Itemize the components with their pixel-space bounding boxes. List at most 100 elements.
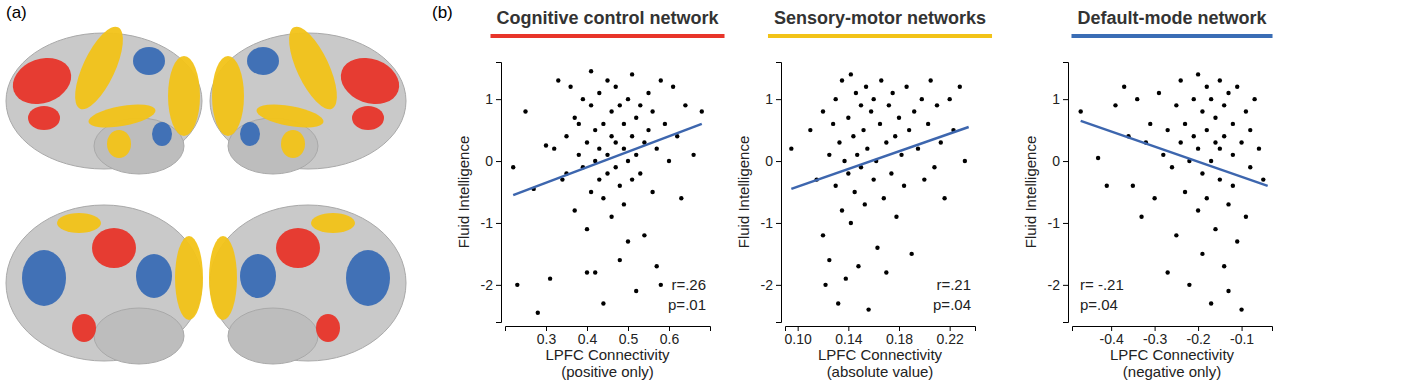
scatter-point <box>577 122 581 126</box>
scatter-point <box>646 128 650 132</box>
scatter-point <box>865 146 869 150</box>
annotation: p=.04 <box>1080 296 1118 313</box>
scatter-point <box>837 140 841 144</box>
scatter-point <box>593 270 597 274</box>
network-region <box>346 250 390 306</box>
scatter-point <box>585 270 589 274</box>
scatter-point <box>897 116 901 120</box>
network-region <box>247 47 279 75</box>
scatter-point <box>855 153 859 157</box>
scatter-point <box>1113 103 1117 107</box>
scatter-point <box>939 140 943 144</box>
scatter-point <box>1209 301 1213 305</box>
scatter-point <box>849 221 853 225</box>
scatter-point <box>871 177 875 181</box>
scatter-point <box>683 103 687 107</box>
scatter-point <box>622 122 626 126</box>
scatter-point <box>1209 159 1213 163</box>
network-region <box>281 130 305 158</box>
scatter-point <box>1235 239 1239 243</box>
scatter-point <box>548 276 552 280</box>
network-region <box>316 314 340 342</box>
x-axis-title: LPFC Connectivity <box>545 346 670 363</box>
y-axis-line <box>1063 63 1069 323</box>
y-tick-label: 0 <box>485 153 493 169</box>
scatter-point <box>601 196 605 200</box>
network-region <box>352 106 384 130</box>
scatter-point <box>907 128 911 132</box>
plot-area <box>1078 72 1267 312</box>
scatter-point <box>920 97 924 101</box>
network-region <box>240 254 276 298</box>
network-region <box>212 56 244 136</box>
y-tick-mark <box>776 161 781 162</box>
scatter-point <box>655 264 659 268</box>
x-axis-title: (positive only) <box>561 363 654 380</box>
scatter-point <box>840 208 844 212</box>
y-tick: -2 <box>481 277 501 293</box>
brain-surface <box>228 308 318 364</box>
brain-medial-view <box>209 205 406 364</box>
y-tick-label: -1 <box>761 215 774 231</box>
x-tick-label: 0.14 <box>835 331 862 347</box>
y-tick-mark <box>496 99 501 100</box>
y-tick-mark <box>1063 99 1068 100</box>
scatter-point <box>511 165 515 169</box>
scatter-point <box>963 159 967 163</box>
scatter-point <box>1235 85 1239 89</box>
scatter-point <box>646 91 650 95</box>
y-tick-label: -1 <box>481 215 494 231</box>
scatter-point <box>597 91 601 95</box>
scatter-point <box>1157 91 1161 95</box>
network-region <box>255 100 325 132</box>
title-underline <box>1071 34 1272 38</box>
brain-lateral-view <box>6 20 202 174</box>
scatter-point <box>1239 140 1243 144</box>
scatter-point <box>630 72 634 76</box>
scatter-point <box>887 103 891 107</box>
scatter-point <box>849 72 853 76</box>
scatter-point <box>544 143 548 147</box>
scatter-point <box>1200 252 1204 256</box>
scatter-point <box>523 109 527 113</box>
scatter-point <box>659 283 663 287</box>
fit-line <box>513 124 702 195</box>
y-tick-label: 1 <box>485 91 493 107</box>
y-tick: 0 <box>765 153 781 169</box>
scatter-point <box>833 97 837 101</box>
annotation: p=.01 <box>668 296 706 313</box>
scatter-point <box>869 109 873 113</box>
scatter-point <box>601 122 605 126</box>
scatter-point <box>515 283 519 287</box>
scatter-point <box>1170 165 1174 169</box>
scatter-point <box>878 122 882 126</box>
scatter-point <box>1148 122 1152 126</box>
scatter-point <box>1183 190 1187 194</box>
y-axis: -2-101 <box>761 63 782 323</box>
x-tick: -0.1 <box>1230 326 1254 347</box>
y-tick-mark <box>776 285 781 286</box>
scatter-point <box>1192 134 1196 138</box>
brain-medial-view <box>6 205 203 364</box>
scatter-point <box>1078 109 1082 113</box>
y-tick-mark <box>496 285 501 286</box>
scatter-point <box>863 202 867 206</box>
scatter-point <box>875 246 879 250</box>
x-tick-label: -0.4 <box>1100 331 1124 347</box>
y-tick-mark <box>1063 161 1068 162</box>
y-tick: -1 <box>481 215 501 231</box>
x-axis-title: (negative only) <box>1123 363 1221 380</box>
scatter-point <box>700 109 704 113</box>
scatter-point <box>958 85 962 89</box>
scatter-point <box>589 69 593 73</box>
scatter-point <box>655 146 659 150</box>
scatter-point <box>650 109 654 113</box>
x-axis: 0.30.40.50.6 <box>506 326 711 347</box>
scatter-point <box>842 159 846 163</box>
x-tick-label: -0.1 <box>1230 331 1254 347</box>
scatter-point <box>1213 227 1217 231</box>
scatter-point <box>889 171 893 175</box>
x-tick: 0.6 <box>660 326 680 347</box>
x-tick-label: 0.18 <box>886 331 913 347</box>
scatter-point <box>626 97 630 101</box>
